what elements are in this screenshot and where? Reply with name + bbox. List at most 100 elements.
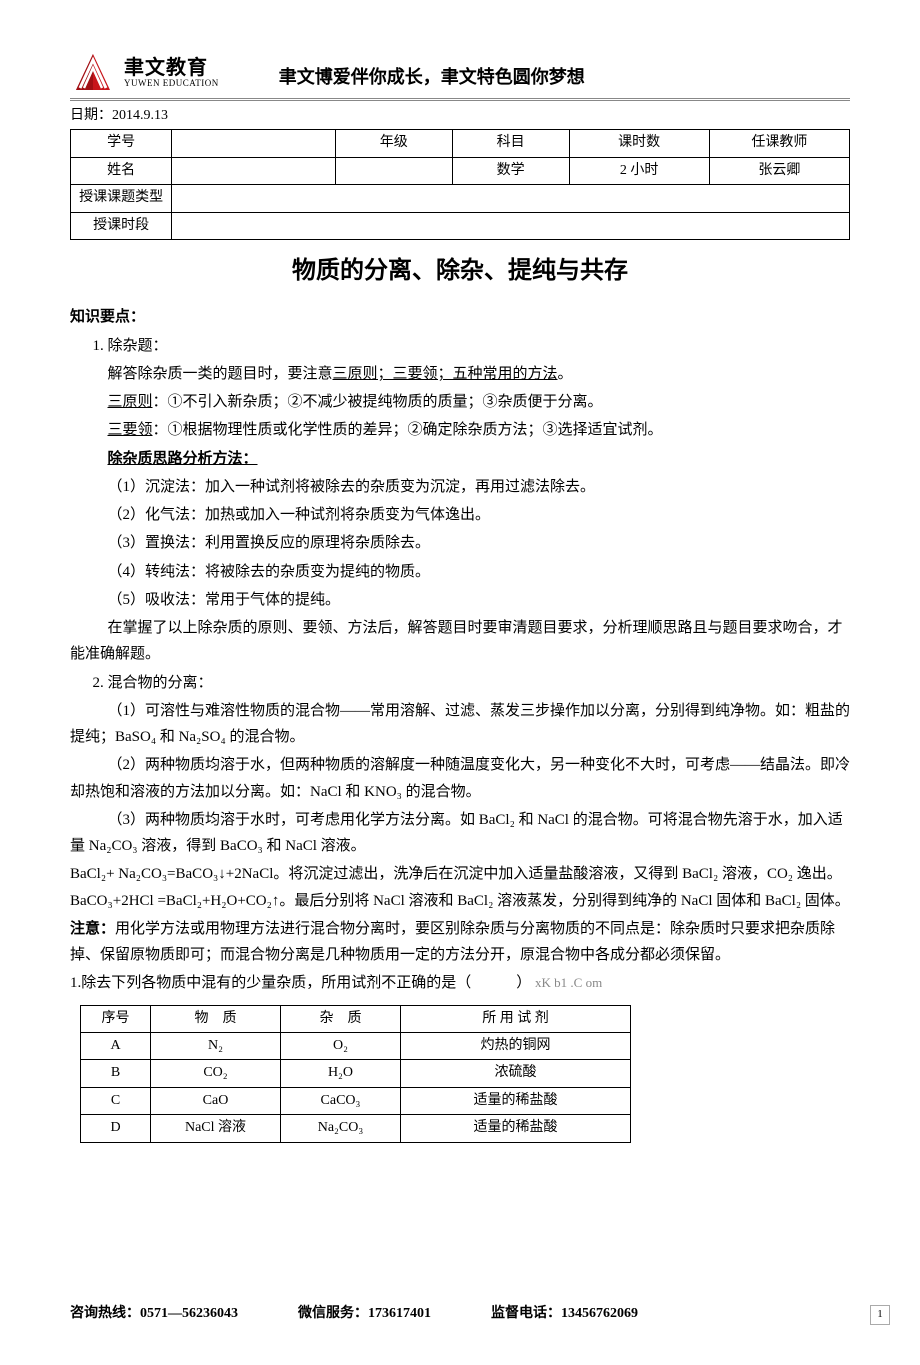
cell: CaCO₃ [281,1087,401,1114]
slogan: 聿文博爱伴你成长，聿文特色圆你梦想 [279,63,585,92]
cell: N₂ [151,1032,281,1059]
date-label: 日期： [70,108,112,123]
date-value: 2014.9.13 [112,108,168,123]
text: 。 [558,366,573,382]
cell: 年级 [335,130,452,157]
logo-block: 聿文教育 YUWEN EDUCATION [70,50,219,96]
cell: 序号 [81,1005,151,1032]
page-title: 物质的分离、除杂、提纯与共存 [70,252,850,290]
paragraph: BaCl₂+ Na₂CO₃=BaCO₃↓+2NaCl。将沉淀过滤出，洗净后在沉淀… [70,861,850,914]
table-row: B CO₂ H₂O 浓硫酸 [81,1060,631,1087]
cell: 适量的稀盐酸 [401,1115,631,1142]
cell: CO₂ [151,1060,281,1087]
hotline: 咨询热线：0571—56236043 [70,1303,238,1325]
cell: A [81,1032,151,1059]
cell: O₂ [281,1032,401,1059]
content-body: 知识要点： 1. 除杂题： 解答除杂质一类的题目时，要注意三原则；三要领；五种常… [70,304,850,1142]
cell: Na₂CO₃ [281,1115,401,1142]
q1-text: 1.除去下列各物质中混有的少量杂质，所用试剂不正确的是（ ） [70,975,531,991]
text-underline: 三原则；三要领；五种常用的方法 [333,366,558,382]
table-row: C CaO CaCO₃ 适量的稀盐酸 [81,1087,631,1114]
cell: 科目 [452,130,569,157]
kp-head: 知识要点： [70,304,850,330]
cell: 杂 质 [281,1005,401,1032]
text-underline: 三原则 [108,394,153,410]
logo-en: YUWEN EDUCATION [124,79,219,89]
supv-value: 13456762069 [561,1306,638,1321]
cell: 学号 [71,130,172,157]
wechat-value: 173617401 [368,1306,431,1321]
s1-head: 1. 除杂题： [70,333,850,359]
cell: D [81,1115,151,1142]
paragraph: 在掌握了以上除杂质的原则、要领、方法后，解答题目时要审清题目要求，分析理顺思路且… [70,615,850,668]
cell: CaO [151,1087,281,1114]
footer: 咨询热线：0571—56236043 微信服务：173617401 监督电话：1… [70,1303,850,1325]
list-item: （1）沉淀法：加入一种试剂将被除去的杂质变为沉淀，再用过滤法除去。 [70,474,850,500]
text: 解答除杂质一类的题目时，要注意 [108,366,333,382]
wechat: 微信服务：173617401 [298,1303,431,1325]
cell: C [81,1087,151,1114]
cell [172,157,336,184]
paragraph: （1）可溶性与难溶性物质的混合物——常用溶解、过滤、蒸发三步操作加以分离，分别得… [70,698,850,751]
table-row: 授课课题类型 [71,185,850,212]
note-label: 注意： [70,921,115,937]
cell [172,212,850,239]
date-line: 日期：2014.9.13 [70,105,850,127]
cell [172,130,336,157]
page-number: 1 [870,1305,890,1325]
cell: 任课教师 [709,130,849,157]
question-table: 序号 物 质 杂 质 所 用 试 剂 A N₂ O₂ 灼热的铜网 B CO₂ H… [80,1005,631,1143]
footer-left: 咨询热线：0571—56236043 微信服务：173617401 监督电话：1… [70,1303,638,1325]
cell [172,185,850,212]
cell: 授课课题类型 [71,185,172,212]
paragraph: 三原则：①不引入新杂质；②不减少被提纯物质的质量；③杂质便于分离。 [70,389,850,415]
cell: 张云卿 [709,157,849,184]
cell: 适量的稀盐酸 [401,1087,631,1114]
q1-src: xK b1 .C om [535,975,602,990]
header: 聿文教育 YUWEN EDUCATION 聿文博爱伴你成长，聿文特色圆你梦想 [70,50,850,96]
note-paragraph: 注意：用化学方法或用物理方法进行混合物分离时，要区别除杂质与分离物质的不同点是：… [70,916,850,969]
cell: H₂O [281,1060,401,1087]
logo-icon [70,50,116,96]
list-item: （2）化气法：加热或加入一种试剂将杂质变为气体逸出。 [70,502,850,528]
cell: 浓硫酸 [401,1060,631,1087]
paragraph: （3）两种物质均溶于水时，可考虑用化学方法分离。如 BaCl₂ 和 NaCl 的… [70,807,850,860]
paragraph: （2）两种物质均溶于水，但两种物质的溶解度一种随温度变化大，另一种变化不大时，可… [70,752,850,805]
cell: 2 小时 [569,157,709,184]
supervision: 监督电话：13456762069 [491,1303,638,1325]
hotline-value: 0571—56236043 [140,1306,238,1321]
method-head: 除杂质思路分析方法： [70,446,850,472]
question-1: 1.除去下列各物质中混有的少量杂质，所用试剂不正确的是（ ） xK b1 .C … [70,970,850,996]
table-row: 姓名 数学 2 小时 张云卿 [71,157,850,184]
cell: 数学 [452,157,569,184]
text-underline: 除杂质思路分析方法： [108,451,258,467]
cell: 姓名 [71,157,172,184]
paragraph: 解答除杂质一类的题目时，要注意三原则；三要领；五种常用的方法。 [70,361,850,387]
wechat-label: 微信服务： [298,1306,368,1321]
logo-text: 聿文教育 YUWEN EDUCATION [124,57,219,89]
cell: 授课时段 [71,212,172,239]
logo-cn: 聿文教育 [124,57,219,79]
note-text: 用化学方法或用物理方法进行混合物分离时，要区别除杂质与分离物质的不同点是：除杂质… [70,921,835,963]
list-item: （5）吸收法：常用于气体的提纯。 [70,587,850,613]
paragraph: 三要领：①根据物理性质或化学性质的差异；②确定除杂质方法；③选择适宜试剂。 [70,417,850,443]
table-row: 授课时段 [71,212,850,239]
header-divider [70,98,850,101]
cell: 物 质 [151,1005,281,1032]
cell: 灼热的铜网 [401,1032,631,1059]
cell: B [81,1060,151,1087]
s2-head: 2. 混合物的分离： [70,670,850,696]
cell: NaCl 溶液 [151,1115,281,1142]
list-item: （3）置换法：利用置换反应的原理将杂质除去。 [70,530,850,556]
text-underline: 三要领 [108,422,153,438]
text: ：①不引入新杂质；②不减少被提纯物质的质量；③杂质便于分离。 [153,394,603,410]
supv-label: 监督电话： [491,1306,561,1321]
hotline-label: 咨询热线： [70,1306,140,1321]
info-table: 学号 年级 科目 课时数 任课教师 姓名 数学 2 小时 张云卿 授课课题类型 … [70,129,850,240]
table-row: 序号 物 质 杂 质 所 用 试 剂 [81,1005,631,1032]
cell [335,157,452,184]
table-row: A N₂ O₂ 灼热的铜网 [81,1032,631,1059]
list-item: （4）转纯法：将被除去的杂质变为提纯的物质。 [70,559,850,585]
table-row: D NaCl 溶液 Na₂CO₃ 适量的稀盐酸 [81,1115,631,1142]
table-row: 学号 年级 科目 课时数 任课教师 [71,130,850,157]
